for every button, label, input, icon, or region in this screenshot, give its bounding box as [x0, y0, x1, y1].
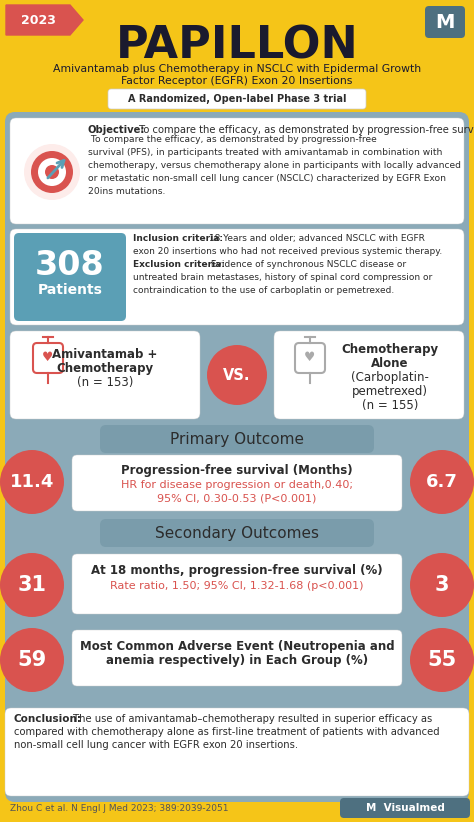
Text: To compare the efficacy, as demonstrated by progression-free: To compare the efficacy, as demonstrated…: [88, 135, 377, 144]
Text: ♥: ♥: [304, 350, 316, 363]
Text: 59: 59: [18, 650, 46, 670]
Text: survival (PFS), in participants treated with amivantamab in combination with: survival (PFS), in participants treated …: [88, 148, 442, 157]
FancyBboxPatch shape: [10, 229, 464, 325]
Text: 11.4: 11.4: [10, 473, 54, 491]
Text: M  Visualmed: M Visualmed: [365, 803, 445, 813]
Text: Most Common Adverse Event (Neutropenia and: Most Common Adverse Event (Neutropenia a…: [80, 640, 394, 653]
Circle shape: [24, 144, 80, 200]
Text: Amivantamab +: Amivantamab +: [52, 348, 158, 361]
FancyBboxPatch shape: [425, 6, 465, 38]
Circle shape: [31, 151, 73, 193]
Text: untreated brain metastases, history of spinal cord compression or: untreated brain metastases, history of s…: [133, 273, 432, 282]
Circle shape: [45, 165, 59, 179]
Text: 95% CI, 0.30-0.53 (P<0.001): 95% CI, 0.30-0.53 (P<0.001): [157, 493, 317, 503]
FancyBboxPatch shape: [340, 798, 470, 818]
Text: To compare the efficacy, as demonstrated by progression-free survival (PFS), in : To compare the efficacy, as demonstrated…: [136, 125, 474, 135]
Text: pemetrexed): pemetrexed): [352, 385, 428, 398]
Text: Chemotherapy: Chemotherapy: [341, 343, 438, 356]
Text: Alone: Alone: [371, 357, 409, 370]
Text: 20ins mutations.: 20ins mutations.: [88, 187, 165, 196]
FancyBboxPatch shape: [33, 343, 63, 373]
Text: Inclusion criteria:: Inclusion criteria:: [133, 234, 223, 243]
Text: The use of amivantamab–chemotherapy resulted in superior efficacy as: The use of amivantamab–chemotherapy resu…: [70, 714, 432, 724]
Text: compared with chemotherapy alone as first-line treatment of patients with advanc: compared with chemotherapy alone as firs…: [14, 727, 439, 737]
Circle shape: [207, 345, 267, 405]
Circle shape: [410, 450, 474, 514]
Text: Zhou C et al. N Engl J Med 2023; 389:2039-2051: Zhou C et al. N Engl J Med 2023; 389:203…: [10, 803, 228, 812]
FancyBboxPatch shape: [72, 455, 402, 511]
FancyBboxPatch shape: [10, 331, 200, 419]
Bar: [0, 0, 474, 112]
Circle shape: [0, 628, 64, 692]
Text: A Randomized, Open-label Phase 3 trial: A Randomized, Open-label Phase 3 trial: [128, 94, 346, 104]
FancyBboxPatch shape: [10, 118, 464, 224]
Text: 2023: 2023: [20, 15, 55, 27]
Text: chemotherapy, versus chemotherapy alone in participants with locally advanced: chemotherapy, versus chemotherapy alone …: [88, 161, 461, 170]
Text: 6.7: 6.7: [426, 473, 458, 491]
Circle shape: [0, 553, 64, 617]
Text: 3: 3: [435, 575, 449, 595]
FancyBboxPatch shape: [274, 331, 464, 419]
FancyBboxPatch shape: [5, 112, 469, 802]
Text: anemia respectively) in Each Group (%): anemia respectively) in Each Group (%): [106, 653, 368, 667]
FancyBboxPatch shape: [5, 708, 469, 796]
FancyBboxPatch shape: [72, 630, 402, 686]
FancyBboxPatch shape: [295, 343, 325, 373]
Text: Rate ratio, 1.50; 95% CI, 1.32-1.68 (p<0.001): Rate ratio, 1.50; 95% CI, 1.32-1.68 (p<0…: [110, 581, 364, 591]
Circle shape: [38, 158, 66, 186]
Text: Primary Outcome: Primary Outcome: [170, 432, 304, 446]
Text: non-small cell lung cancer with EGFR exon 20 insertions.: non-small cell lung cancer with EGFR exo…: [14, 740, 298, 750]
FancyBboxPatch shape: [100, 425, 374, 453]
Text: Exclusion criteria:: Exclusion criteria:: [133, 260, 225, 269]
Circle shape: [410, 628, 474, 692]
Text: Evidence of synchronous NSCLC disease or: Evidence of synchronous NSCLC disease or: [208, 260, 406, 269]
FancyBboxPatch shape: [108, 89, 366, 109]
Text: (n = 153): (n = 153): [77, 376, 133, 389]
Text: Patients: Patients: [37, 283, 102, 297]
FancyBboxPatch shape: [72, 554, 402, 614]
Text: VS.: VS.: [223, 367, 251, 382]
Text: PAPILLON: PAPILLON: [116, 25, 358, 67]
Text: Amivantamab plus Chemotherapy in NSCLC with Epidermal Growth
Factor Receptor (EG: Amivantamab plus Chemotherapy in NSCLC w…: [53, 64, 421, 85]
Circle shape: [0, 450, 64, 514]
FancyBboxPatch shape: [14, 233, 126, 321]
Text: 18 Years and older; advanced NSCLC with EGFR: 18 Years and older; advanced NSCLC with …: [206, 234, 425, 243]
Polygon shape: [6, 5, 83, 35]
Circle shape: [410, 553, 474, 617]
Text: 308: 308: [35, 248, 105, 281]
Text: Chemotherapy: Chemotherapy: [56, 362, 154, 375]
FancyBboxPatch shape: [100, 519, 374, 547]
Text: contraindication to the use of carboplatin or pemetrexed.: contraindication to the use of carboplat…: [133, 286, 394, 295]
Text: or metastatic non-small cell lung cancer (NSCLC) characterized by EGFR Exon: or metastatic non-small cell lung cancer…: [88, 174, 446, 183]
Text: HR for disease progression or death,0.40;: HR for disease progression or death,0.40…: [121, 480, 353, 490]
Text: (Carboplatin-: (Carboplatin-: [351, 371, 429, 384]
Text: Secondary Outcomes: Secondary Outcomes: [155, 525, 319, 541]
Text: M: M: [435, 13, 455, 33]
Text: exon 20 insertions who had not received previous systemic therapy.: exon 20 insertions who had not received …: [133, 247, 442, 256]
Text: Objective:: Objective:: [88, 125, 146, 135]
Text: 31: 31: [18, 575, 46, 595]
Text: (n = 155): (n = 155): [362, 399, 418, 412]
Text: ♥: ♥: [42, 350, 54, 363]
Text: 55: 55: [428, 650, 456, 670]
Text: Progression-free survival (Months): Progression-free survival (Months): [121, 464, 353, 477]
Text: At 18 months, progression-free survival (%): At 18 months, progression-free survival …: [91, 564, 383, 576]
Text: Conclusion:: Conclusion:: [14, 714, 82, 724]
